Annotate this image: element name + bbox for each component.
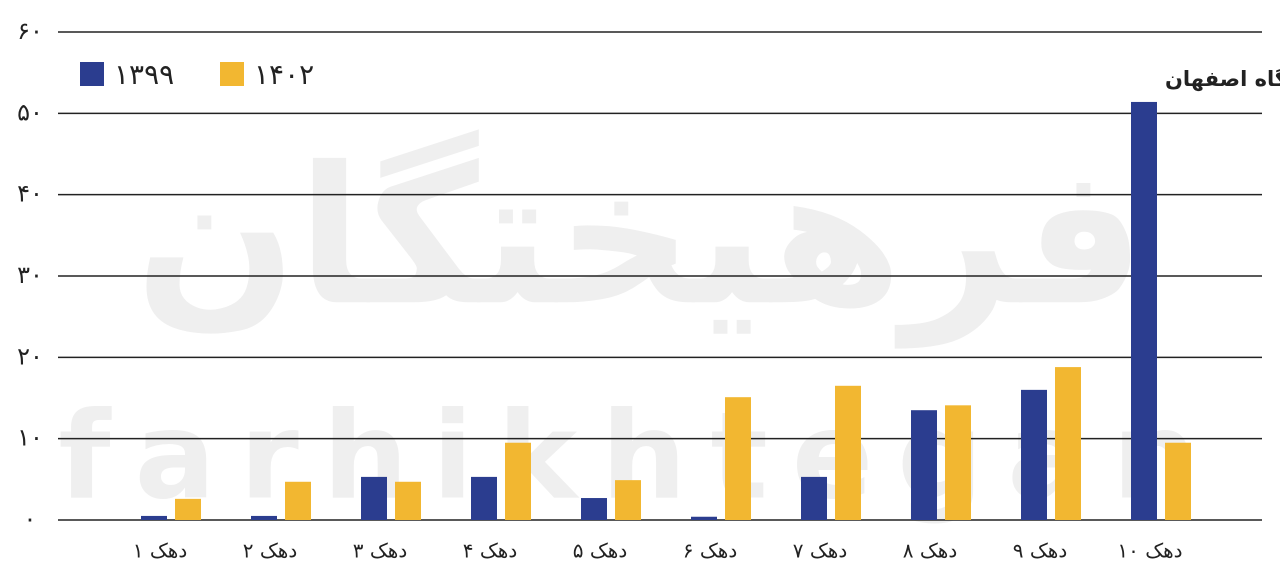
x-tick-label: دهک ۴ <box>463 539 517 563</box>
legend-swatch <box>80 62 104 86</box>
bar <box>471 476 497 520</box>
chart-title: درصد پذیرفته شدگان رتبه های زیر ۳ هزار د… <box>1165 66 1280 91</box>
bar <box>801 476 827 520</box>
y-tick-label: ۶۰ <box>17 17 43 45</box>
bar <box>395 481 421 520</box>
bar <box>285 481 311 520</box>
bar <box>945 405 971 520</box>
y-tick-label: ۱۰ <box>17 424 43 452</box>
bar <box>581 498 607 520</box>
x-tick-label: دهک ۱۰ <box>1117 539 1182 563</box>
y-tick-label: ۳۰ <box>17 261 43 289</box>
x-tick-label: دهک ۷ <box>793 539 847 563</box>
bar <box>1021 389 1047 520</box>
x-tick-label: دهک ۵ <box>573 539 627 563</box>
bar <box>175 498 201 520</box>
bar <box>615 480 641 520</box>
bar <box>505 442 531 520</box>
bar <box>361 476 387 520</box>
x-tick-label: دهک ۶ <box>683 539 737 563</box>
y-tick-label: ۵۰ <box>17 98 43 126</box>
legend-label: ۱۴۰۲ <box>254 58 314 91</box>
bar <box>141 515 167 520</box>
y-tick-label: ۲۰ <box>17 342 43 370</box>
bar <box>1131 101 1157 521</box>
watermark: فرهیختگان <box>135 126 1145 349</box>
x-tick-label: دهک ۲ <box>243 539 297 563</box>
bar <box>691 516 717 520</box>
x-tick-label: دهک ۳ <box>353 539 407 563</box>
legend-label: ۱۳۹۹ <box>114 58 174 91</box>
bar <box>1055 367 1081 520</box>
x-tick-label: دهک ۱ <box>133 539 187 563</box>
x-tick-label: دهک ۹ <box>1013 539 1067 563</box>
y-tick-label: ۰ <box>24 505 37 533</box>
bar <box>1165 442 1191 520</box>
x-tick-label: دهک ۸ <box>903 539 957 563</box>
bar <box>911 410 937 520</box>
bar <box>251 515 277 520</box>
bar <box>835 385 861 520</box>
bar <box>725 397 751 520</box>
legend-swatch <box>220 62 244 86</box>
y-tick-label: ۴۰ <box>17 180 43 208</box>
